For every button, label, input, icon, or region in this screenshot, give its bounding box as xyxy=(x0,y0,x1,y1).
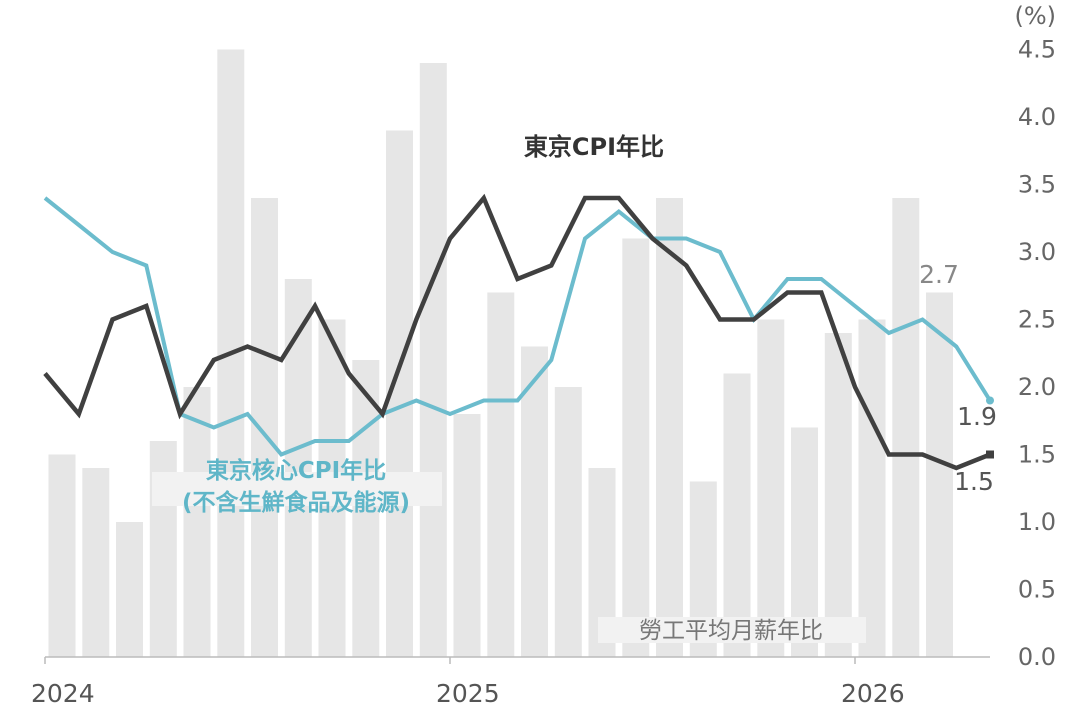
y-tick-label: 3.0 xyxy=(1018,238,1056,266)
wage-bar xyxy=(116,522,143,657)
tokyo-cpi-line xyxy=(43,193,991,471)
y-tick-label: 3.5 xyxy=(1018,171,1056,199)
wage-bar xyxy=(622,238,650,657)
wage-bar xyxy=(554,387,582,657)
wage-bar xyxy=(453,414,481,657)
y-tick-label: 1.0 xyxy=(1018,508,1056,536)
cpi-end-label: 1.5 xyxy=(954,467,994,496)
y-tick-label: 0.0 xyxy=(1018,643,1056,671)
y-tick-label: 4.5 xyxy=(1018,36,1056,64)
wage-bar xyxy=(521,346,548,657)
cpi-end-marker xyxy=(986,450,994,459)
wage-end-label: 2.7 xyxy=(919,260,959,289)
tokyo-core-cpi-series-label: 東京核心CPI年比 xyxy=(206,457,386,484)
tokyo-core-cpi-line xyxy=(43,196,992,457)
wage-bar xyxy=(487,292,515,657)
wage-bar xyxy=(757,319,785,657)
tokyo-cpi-series-label: 東京CPI年比 xyxy=(524,133,664,161)
wage-label-bg xyxy=(598,617,866,643)
wage-bar xyxy=(656,198,683,657)
wage-bar xyxy=(926,292,953,657)
wage-bar xyxy=(48,454,76,657)
y-tick-label: 0.5 xyxy=(1018,576,1056,604)
y-tick-label: 2.5 xyxy=(1018,306,1056,334)
core-cpi-end-label: 1.9 xyxy=(957,402,997,431)
core-cpi-end-marker xyxy=(986,396,994,405)
wage-bar xyxy=(892,198,920,657)
y-unit-label: (%) xyxy=(1014,2,1056,30)
label-backgrounds xyxy=(152,472,866,643)
x-tick-label: 2024 xyxy=(31,679,95,708)
wage-bar xyxy=(352,360,380,657)
wage-bars xyxy=(48,49,953,657)
wage-bar xyxy=(183,387,211,657)
wage-bar xyxy=(824,333,852,657)
tokyo-core-cpi-series-sublabel: (不含生鮮食品及能源) xyxy=(182,489,410,516)
wage-bar xyxy=(723,373,751,657)
y-axis-ticks: 0.0 0.5 1.0 1.5 2.0 2.5 3.0 3.5 4.0 4.5 xyxy=(1018,36,1056,672)
x-axis-ticks: 2024 2025 2026 xyxy=(31,657,905,708)
core-label-bg xyxy=(152,472,442,506)
wage-bar xyxy=(858,319,886,657)
y-tick-label: 1.5 xyxy=(1018,441,1056,469)
cpi-lines xyxy=(43,193,994,471)
wage-bar xyxy=(284,279,312,657)
wage-bar xyxy=(419,63,447,657)
wage-bar xyxy=(82,468,110,657)
x-tick-label: 2026 xyxy=(841,679,905,708)
y-tick-label: 2.0 xyxy=(1018,373,1056,401)
wage-series-label: 勞工平均月薪年比 xyxy=(639,618,823,644)
y-tick-label: 4.0 xyxy=(1018,103,1056,131)
wage-bar xyxy=(251,198,278,657)
x-tick-label: 2025 xyxy=(436,679,500,708)
